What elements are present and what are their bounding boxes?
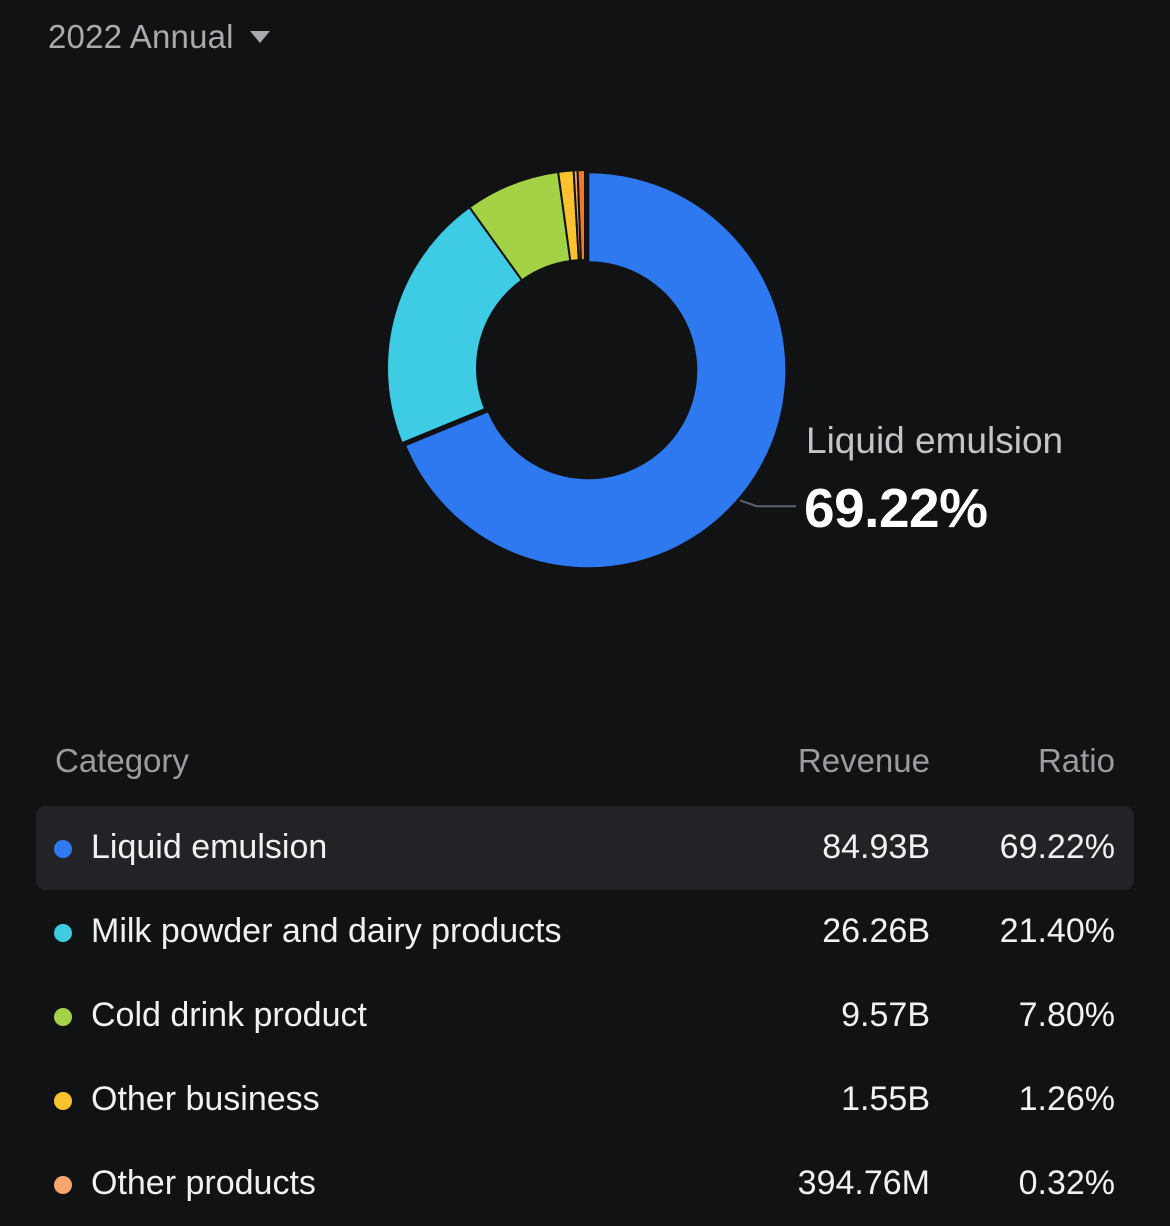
- row-ratio: 7.80%: [1018, 996, 1115, 1034]
- row-category: Other products: [91, 1164, 316, 1202]
- table-row[interactable]: Other business 1.55B 1.26%: [36, 1058, 1134, 1142]
- row-ratio: 0.32%: [1018, 1164, 1115, 1202]
- row-revenue: 9.57B: [841, 996, 930, 1034]
- legend-dot-icon: [54, 1092, 72, 1110]
- callout-leader-line: [739, 499, 796, 508]
- row-revenue: 26.26B: [822, 912, 930, 950]
- row-ratio: 21.40%: [999, 912, 1115, 950]
- revenue-table: Category Revenue Ratio Liquid emulsion 8…: [36, 722, 1134, 1226]
- legend-dot-icon: [54, 1176, 72, 1194]
- table-row[interactable]: Other products 394.76M 0.32%: [36, 1142, 1134, 1226]
- row-category: Other business: [91, 1080, 320, 1118]
- row-category: Milk powder and dairy products: [91, 912, 562, 950]
- table-body: Liquid emulsion 84.93B 69.22% Milk powde…: [36, 806, 1134, 1226]
- row-revenue: 394.76M: [797, 1164, 930, 1202]
- table-row[interactable]: Cold drink product 9.57B 7.80%: [36, 974, 1134, 1058]
- donut-slice-other[interactable]: [576, 168, 586, 262]
- donut-slice-liquid-emulsion[interactable]: [403, 171, 788, 570]
- column-header-revenue: Revenue: [797, 742, 930, 779]
- column-header-ratio: Ratio: [1037, 742, 1115, 779]
- table-row[interactable]: Milk powder and dairy products 26.26B 21…: [36, 890, 1134, 974]
- legend-dot-icon: [54, 924, 72, 942]
- legend-dot-icon: [54, 1008, 72, 1026]
- row-revenue: 1.55B: [841, 1080, 930, 1118]
- callout-category-label: Liquid emulsion: [806, 420, 1064, 461]
- table-row[interactable]: Liquid emulsion 84.93B 69.22%: [36, 806, 1134, 890]
- row-category: Liquid emulsion: [91, 828, 328, 866]
- period-label: 2022 Annual: [48, 18, 234, 55]
- row-revenue: 84.93B: [822, 828, 930, 866]
- legend-dot-icon: [54, 840, 72, 858]
- column-header-category: Category: [55, 742, 189, 779]
- table-header: Category Revenue Ratio: [36, 722, 1134, 806]
- row-category: Cold drink product: [91, 996, 367, 1034]
- caret-down-icon: [249, 31, 270, 43]
- period-selector[interactable]: 2022 Annual: [48, 14, 272, 60]
- row-ratio: 69.22%: [999, 828, 1115, 866]
- donut-slice-milk-powder-and-dairy-products[interactable]: [386, 205, 524, 445]
- callout-ratio-value: 69.22%: [804, 477, 988, 539]
- revenue-donut-chart: [386, 168, 796, 570]
- row-ratio: 1.26%: [1018, 1080, 1115, 1118]
